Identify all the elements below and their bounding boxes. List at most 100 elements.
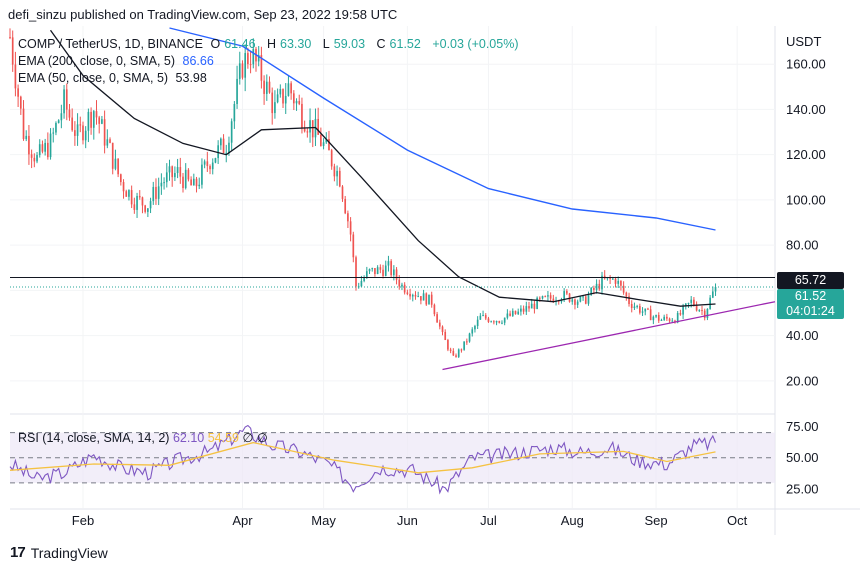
ema50-value: 53.98 (175, 71, 207, 85)
candle-body (441, 326, 444, 332)
candle-body (141, 197, 144, 206)
candle-body (55, 122, 57, 133)
candle-body (384, 265, 387, 276)
candle-body (630, 304, 633, 308)
x-tick-label: Feb (72, 513, 94, 528)
candle-body (536, 297, 538, 309)
rsi-line (9, 424, 717, 495)
last-price-tag: 61.52 04:01:24 (777, 289, 844, 319)
candle-body (484, 315, 487, 319)
candle-body (514, 310, 517, 315)
candle-body (265, 81, 268, 94)
candle-body (576, 301, 579, 305)
candle-body (17, 88, 19, 97)
candle-body (160, 182, 163, 187)
candle-body (590, 287, 593, 295)
candle-body (471, 329, 474, 334)
horizontal-line-price-tag: 65.72 (777, 272, 844, 289)
candle-body (455, 355, 457, 357)
candle-body (82, 125, 84, 141)
y-tick-label: 140.00 (786, 102, 826, 117)
candle-body (103, 119, 106, 146)
candle-body (114, 158, 117, 169)
ema200-value: 86.66 (182, 54, 214, 68)
candle-body (217, 145, 219, 159)
candle-body (136, 195, 138, 210)
candle-body (376, 267, 379, 275)
candle-body (309, 120, 311, 133)
candle-body (252, 48, 255, 65)
candle-body (9, 37, 11, 39)
candle-body (76, 124, 79, 136)
candle-body (711, 291, 714, 298)
candle-body (433, 304, 436, 315)
candle-body (644, 308, 647, 312)
candle-body (298, 101, 301, 104)
y-tick-label: 40.00 (786, 328, 819, 343)
candle-body (174, 173, 176, 178)
candle-body (176, 167, 179, 174)
tradingview-brand: 17 TradingView (10, 544, 108, 561)
candle-body (301, 103, 303, 128)
x-tick-label: Aug (561, 513, 584, 528)
candle-body (57, 120, 60, 123)
candle-body (325, 138, 328, 143)
rsi-hidden-icons[interactable]: ∅ ∅ (242, 431, 268, 445)
candle-body (676, 313, 679, 323)
candle-body (130, 190, 133, 205)
candle-body (292, 93, 295, 104)
candle-body (338, 170, 341, 187)
candle-body (214, 158, 217, 163)
candle-body (201, 164, 203, 185)
candle-body (584, 296, 587, 304)
candle-body (287, 83, 290, 96)
candle-body (452, 350, 455, 356)
x-tick-label: Jun (397, 513, 418, 528)
candle-body (414, 294, 417, 297)
candle-body (579, 296, 582, 302)
candle-body (436, 314, 438, 323)
candle-body (547, 295, 549, 297)
candle-body (279, 88, 282, 95)
candle-body (390, 261, 392, 276)
rsi-sma-line (9, 441, 716, 474)
candle-body (679, 313, 682, 315)
candle-body (147, 208, 149, 212)
y-tick-label: 100.00 (786, 192, 826, 207)
ema50-line (49, 29, 716, 307)
candle-body (284, 95, 287, 104)
ema50-label: EMA (50, close, 0, SMA, 5) (18, 71, 169, 85)
symbol-name: COMP / TetherUS, 1D, BINANCE (18, 37, 204, 51)
candle-body (336, 170, 338, 177)
candle-body (544, 296, 547, 298)
y-tick-label: 160.00 (786, 57, 826, 72)
candle-body (109, 139, 111, 143)
candle-body (474, 326, 476, 330)
candle-body (511, 310, 514, 316)
candle-body (468, 333, 471, 342)
candle-body (328, 138, 330, 151)
rsi-sma-value: 54.59 (207, 431, 239, 445)
candle-body (403, 284, 406, 293)
candle-body (709, 297, 711, 309)
candle-body (65, 89, 68, 110)
candle-body (614, 278, 617, 284)
ema200-line (169, 27, 716, 231)
ohlc-open: O 61.46 (210, 37, 256, 51)
candle-body (25, 135, 28, 140)
candle-body (457, 349, 460, 357)
brand-name: TradingView (30, 544, 108, 561)
legend-ema200: EMA (200, close, 0, SMA, 5) 86.66 (18, 54, 218, 68)
candle-body (303, 127, 306, 132)
candle-body (247, 53, 249, 65)
candle-body (482, 315, 484, 317)
candle-body (687, 302, 690, 304)
candle-body (382, 269, 384, 276)
candle-body (598, 283, 601, 290)
candle-body (609, 277, 611, 279)
x-tick-label: May (311, 513, 336, 528)
rsi-label: RSI (14, close, SMA, 14, 2) (18, 431, 170, 445)
candle-body (703, 310, 706, 319)
candle-body (639, 306, 641, 313)
